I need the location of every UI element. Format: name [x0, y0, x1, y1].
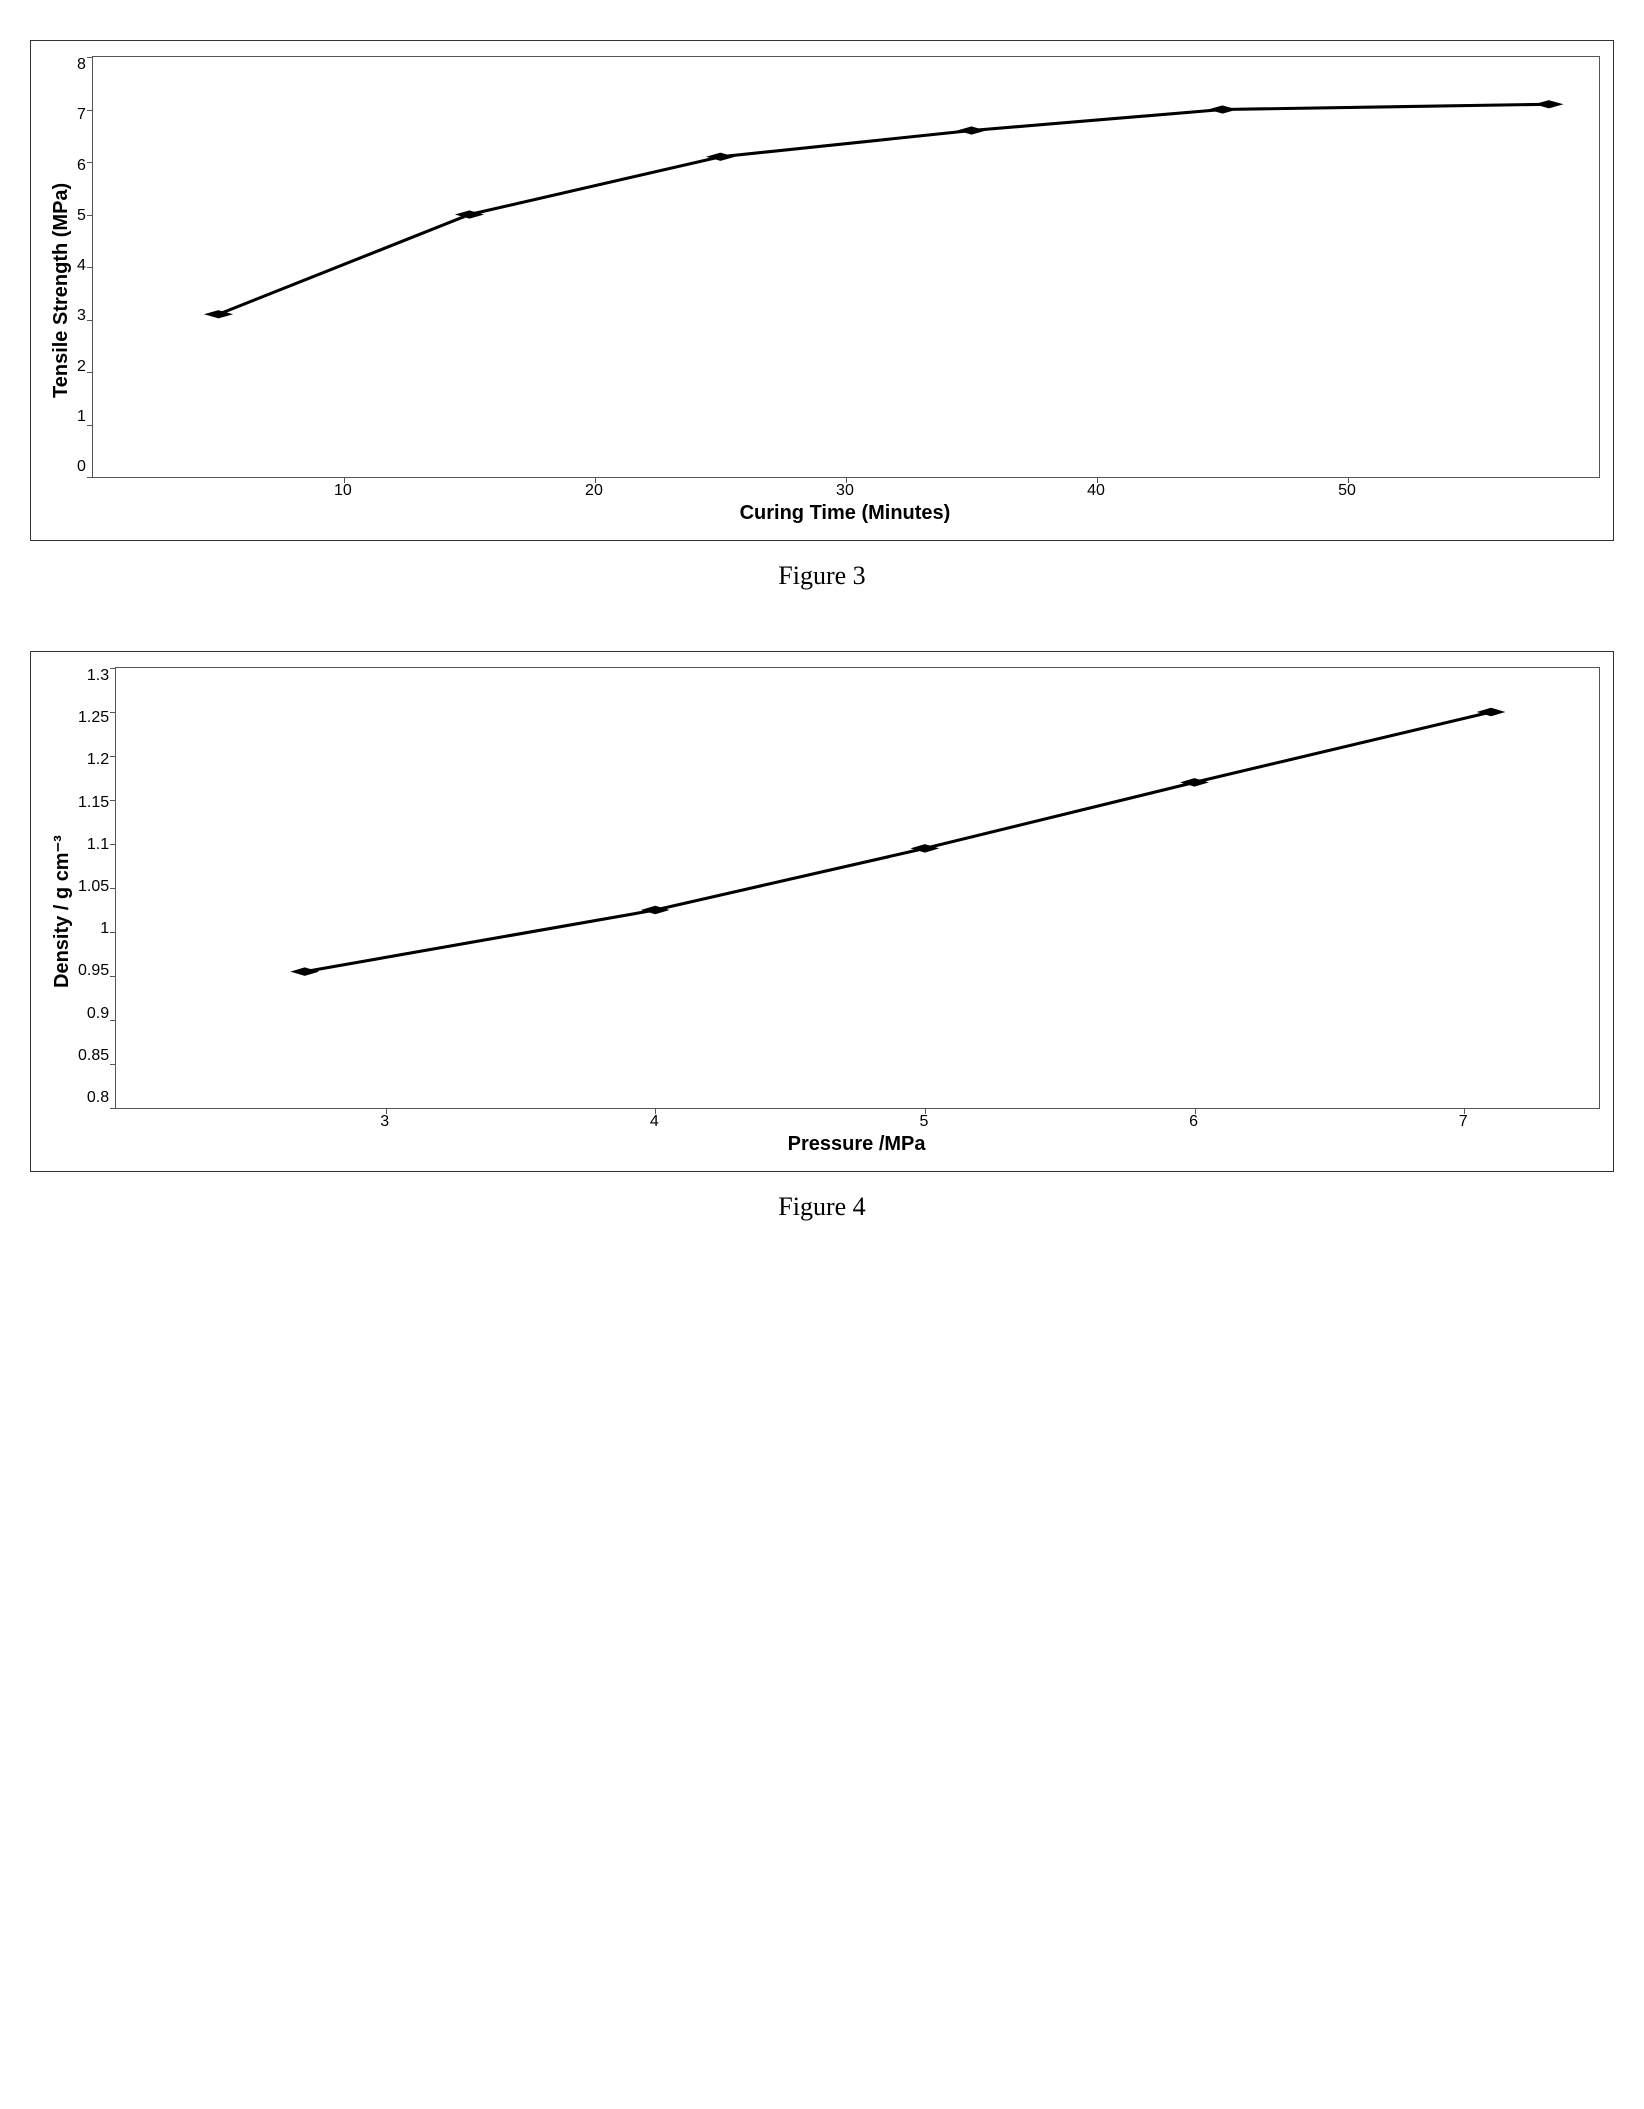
figure-3-xlabel: Curing Time (Minutes) [92, 502, 1598, 525]
xtick-label: 6 [1189, 1113, 1198, 1131]
xtick-label: 5 [920, 1113, 929, 1131]
figure-3-container: Tensile Strength (MPa) 876543210 1020304… [30, 40, 1614, 591]
ytick-label: 1.05 [78, 878, 109, 896]
figure-4-chart-frame: Density / g cm⁻³ 1.3 1.25 1.2 1.15 1.1 1.05 1 0… [30, 651, 1614, 1172]
xtick-label: 40 [1087, 482, 1105, 500]
figure-3-chart-frame: Tensile Strength (MPa) 876543210 1020304… [30, 40, 1614, 541]
ytick-label: 0 [77, 458, 86, 476]
figure-3-line-svg [93, 57, 1599, 477]
xtick-label: 7 [1459, 1113, 1468, 1131]
ytick-label: 0.9 [78, 1005, 109, 1023]
ytick-label: 1 [78, 920, 109, 938]
figure-3-plot-area [92, 56, 1600, 478]
ytick-label: 1 [77, 408, 86, 426]
xtick-label: 4 [650, 1113, 659, 1131]
figure-3-caption: Figure 3 [30, 561, 1614, 591]
xtick-label: 30 [836, 482, 854, 500]
figure-4-caption: Figure 4 [30, 1192, 1614, 1222]
ytick-label: 0.95 [78, 962, 109, 980]
data-marker-diamond-icon [1209, 106, 1236, 114]
figure-3-xticks: 10 20 30 40 50 [92, 478, 1598, 500]
figure-3-ylabel: Tensile Strength (MPa) [46, 56, 77, 525]
data-marker-diamond-icon [958, 127, 985, 135]
ytick-label: 4 [77, 257, 86, 275]
figure-4-xlabel: Pressure /MPa [115, 1133, 1598, 1156]
figure-4-line-svg [116, 668, 1599, 1108]
figure-4-ylabel: Density / g cm⁻³ [46, 667, 78, 1156]
series-line [305, 712, 1491, 972]
xtick-label: 50 [1338, 482, 1356, 500]
ytick-label: 1.25 [78, 709, 109, 727]
ytick-label: 3 [77, 307, 86, 325]
ytick-label: 0.85 [78, 1047, 109, 1065]
ytick-label: 1.2 [78, 751, 109, 769]
ytick-label: 5 [77, 207, 86, 225]
figure-4-plot-area [115, 667, 1600, 1109]
figure-4-container: Density / g cm⁻³ 1.3 1.25 1.2 1.15 1.1 1.05 1 0… [30, 651, 1614, 1222]
ytick-label: 1.3 [78, 667, 109, 685]
data-marker-diamond-icon [1535, 100, 1562, 108]
ytick-label: 1.15 [78, 794, 109, 812]
ytick-label: 2 [77, 358, 86, 376]
series-line [218, 104, 1548, 314]
ytick-label: 7 [77, 106, 86, 124]
xtick-label: 10 [334, 482, 352, 500]
figure-4-xticks: 3 4 5 6 7 [115, 1109, 1598, 1131]
ytick-label: 1.1 [78, 836, 109, 854]
ytick-label: 8 [77, 56, 86, 74]
ytick-label: 6 [77, 157, 86, 175]
xtick-label: 3 [380, 1113, 389, 1131]
xtick-label: 20 [585, 482, 603, 500]
ytick-label: 0.8 [78, 1089, 109, 1107]
